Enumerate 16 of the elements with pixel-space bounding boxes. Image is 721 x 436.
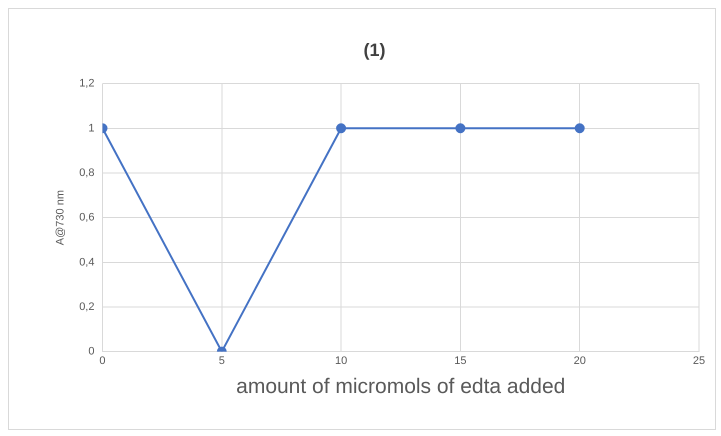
x-tick-label: 10 xyxy=(334,355,348,368)
y-axis-title: A@730 nm xyxy=(54,190,67,246)
y-tick-label: 0 xyxy=(88,346,94,358)
x-tick-label: 5 xyxy=(218,355,225,368)
y-tick-label: 1 xyxy=(88,122,94,134)
chart-title: (1) xyxy=(364,40,386,60)
y-tick-label: 0,6 xyxy=(79,212,94,224)
y-tick-label: 0,8 xyxy=(79,166,94,179)
x-tick-label: 20 xyxy=(574,355,586,368)
x-tick-label: 25 xyxy=(692,355,706,368)
y-tick-label: 0,2 xyxy=(79,300,94,313)
x-axis-title: amount of micromols of edta added xyxy=(236,375,566,398)
y-tick-label: 0,4 xyxy=(79,256,94,268)
x-tick-label: 15 xyxy=(454,355,467,368)
y-tick-label: 1,2 xyxy=(79,78,94,90)
x-tick-label: 0 xyxy=(99,355,106,368)
